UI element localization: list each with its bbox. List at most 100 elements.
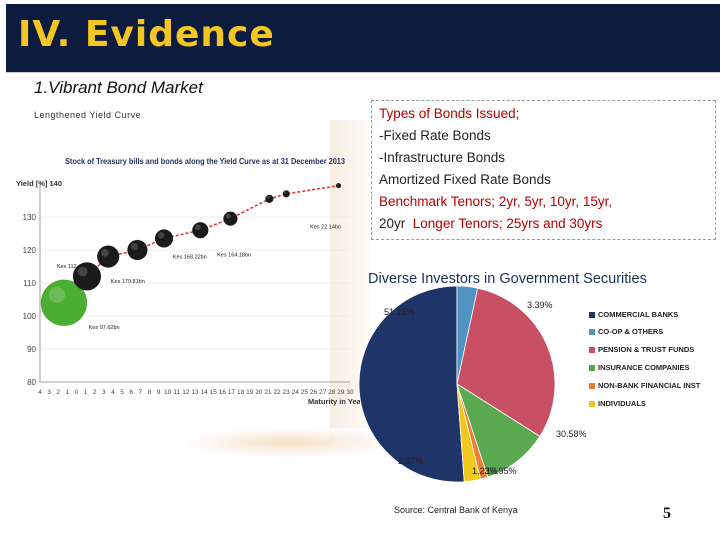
x-tick-label: 9	[157, 389, 161, 396]
pie-slice-commercial-banks	[358, 285, 465, 483]
legend-swatch	[589, 329, 595, 336]
yield-bubble	[223, 211, 238, 226]
x-tick-label: 29	[337, 389, 345, 396]
x-tick-label: 5	[120, 389, 124, 396]
yield-bubble	[72, 262, 102, 291]
legend-insurance: INSURANCE COMPANIES	[589, 363, 690, 372]
x-tick-label: 6	[129, 389, 133, 396]
bubble-annotation: Kes 168.22bn	[173, 254, 207, 260]
x-tick-label: 10	[164, 389, 172, 396]
x-tick-label: 21	[264, 389, 272, 396]
x-tick-label: 16	[219, 389, 227, 396]
legend-pension: PENSION & TRUST FUNDS	[589, 345, 694, 354]
x-tick-label: 8	[148, 389, 152, 396]
bond-types-box	[371, 100, 716, 240]
legend-coop: CO-OP & OTHERS	[589, 327, 663, 336]
yield-bubble-highlight	[266, 196, 270, 199]
benchmark-tenors-text: Benchmark Tenors; 2yr, 5yr, 10yr, 15yr,	[379, 194, 613, 209]
y-tick-label: 100	[23, 312, 37, 321]
legend-individuals: INDIVIDUALS	[589, 399, 646, 408]
bond-type-amortized: Amortized Fixed Rate Bonds	[379, 172, 551, 187]
legend-label: INSURANCE COMPANIES	[598, 363, 690, 372]
x-tick-label: 25	[301, 389, 309, 396]
longer-tenors-line: 20yr Longer Tenors; 25yrs and 30yrs	[379, 216, 602, 231]
legend-swatch	[589, 401, 595, 408]
x-tick-label: 3	[47, 389, 51, 396]
yield-bubble-highlight	[130, 243, 138, 250]
x-tick-label: 2	[56, 389, 60, 396]
x-tick-label: 19	[246, 389, 254, 396]
yield-bubble-highlight	[158, 232, 165, 239]
source-note: Source: Central Bank of Kenya	[394, 505, 518, 515]
x-tick-label: 13	[191, 389, 199, 396]
x-axis-label: Maturity in Years	[308, 397, 360, 406]
legend-swatch	[589, 347, 595, 354]
x-tick-label: 20	[255, 389, 263, 396]
longer-tenors-text: Longer Tenors; 25yrs and 30yrs	[412, 216, 603, 231]
x-tick-label: 12	[182, 389, 190, 396]
x-tick-label: 4	[111, 389, 115, 396]
yield-curve-caption: Lengthened Yield Curve	[34, 110, 142, 120]
x-tick-label: 15	[210, 389, 218, 396]
yield-bubble-highlight	[48, 286, 66, 303]
legend-label: CO-OP & OTHERS	[598, 327, 664, 336]
yield-curve-chart: Stock of Treasury bills and bonds along …	[16, 157, 360, 406]
x-tick-label: 1	[84, 389, 88, 396]
y-tick-label: 90	[27, 345, 36, 354]
legend-label: NON-BANK FINANCIAL INST	[598, 381, 701, 390]
x-tick-label: 22	[273, 389, 281, 396]
legend-nonbank: NON-BANK FINANCIAL INST	[589, 381, 700, 390]
x-tick-label: 14	[201, 389, 209, 396]
yield-bubble-highlight	[101, 248, 109, 257]
x-tick-label: 1	[66, 389, 70, 396]
yield-bubble	[265, 194, 274, 204]
tenor-20yr: 20yr	[379, 216, 406, 231]
header-bar	[6, 4, 720, 72]
x-tick-label: 26	[310, 389, 318, 396]
x-tick-label: 30	[346, 389, 354, 396]
y-axis-label: Yield [%] 140	[16, 179, 62, 188]
bond-types-heading: Types of Bonds Issued;	[379, 106, 520, 121]
header-divider	[6, 72, 720, 73]
x-tick-label: 11	[173, 389, 180, 396]
yield-bubble	[154, 229, 174, 248]
legend-swatch	[589, 365, 595, 372]
bubble-annotation: Kes 97.62bn	[89, 325, 120, 331]
yield-bubble-highlight	[283, 191, 287, 194]
pie-slice-individuals	[456, 383, 481, 483]
x-tick-label: 0	[75, 389, 79, 396]
benchmark-tenors: Benchmark Tenors; 2yr, 5yr, 10yr, 15yr,	[379, 194, 612, 209]
x-tick-label: 17	[228, 389, 236, 396]
pct-label-individuals: 2.67%	[398, 456, 424, 466]
x-tick-label: 27	[319, 389, 327, 396]
bond-type-infrastructure: -Infrastructure Bonds	[379, 150, 506, 165]
pct-label-insurance: 10.95%	[486, 466, 517, 476]
yield-bubble-highlight	[336, 183, 339, 186]
yield-bubble	[96, 245, 120, 268]
slide-title: IV. Evidence	[18, 14, 275, 55]
yield-bubble	[335, 182, 342, 189]
bubble-annotation: Kes 179.81bn	[111, 279, 145, 285]
x-tick-label: 24	[292, 389, 300, 396]
legend-label: PENSION & TRUST FUNDS	[598, 345, 695, 354]
bond-type-fixed: -Fixed Rate Bonds	[379, 128, 491, 143]
x-tick-label: 7	[138, 389, 142, 396]
x-tick-label: 23	[283, 389, 291, 396]
yield-bubble	[282, 190, 290, 198]
yield-bubble-highlight	[77, 266, 88, 277]
x-tick-label: 2	[93, 389, 97, 396]
x-tick-label: 3	[102, 389, 106, 396]
yield-trend-line	[63, 184, 339, 304]
yield-bubble	[127, 239, 148, 261]
investors-chart-title: Diverse Investors in Government Securiti…	[368, 271, 647, 287]
bubble-annotation: Kes 22.14bn	[310, 225, 341, 231]
x-tick-label: 28	[328, 389, 336, 396]
yield-bubble	[192, 221, 209, 239]
x-tick-label: 18	[237, 389, 245, 396]
legend-swatch	[589, 383, 595, 390]
investors-pie-chart	[358, 285, 556, 483]
legend-commercial-banks: COMMERCIAL BANKS	[589, 310, 678, 319]
pct-label-pension: 30.58%	[556, 429, 587, 439]
y-tick-label: 130	[23, 213, 37, 222]
crest-watermark-bottom	[180, 428, 400, 458]
